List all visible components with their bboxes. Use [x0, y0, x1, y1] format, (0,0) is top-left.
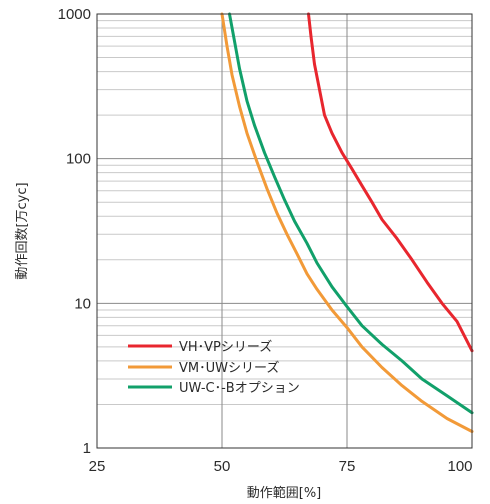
y-tick-label: 1000 [58, 6, 91, 23]
x-axis-label: 動作範囲[%] [247, 486, 322, 501]
x-tick-labels: 25 50 75 100 [89, 458, 473, 475]
y-tick-label: 1 [83, 440, 91, 457]
legend-label: VH･VPシリーズ [179, 339, 272, 355]
x-tick-label: 75 [339, 458, 356, 475]
x-tick-label: 100 [447, 458, 472, 475]
y-tick-label: 10 [74, 295, 91, 312]
x-tick-label: 50 [214, 458, 231, 475]
y-tick-labels: 1 10 100 1000 [58, 6, 91, 457]
legend-label: UW-C･-Bオプション [179, 381, 300, 396]
x-tick-label: 25 [89, 458, 106, 475]
y-axis-label: 動作回数[万cyc] [15, 182, 30, 279]
series-line [307, 12, 474, 353]
legend-label: VM･UWシリーズ [179, 360, 279, 376]
series-layer [220, 12, 474, 433]
plot-border [96, 13, 473, 449]
series-line [228, 12, 474, 415]
grid [97, 14, 472, 448]
y-tick-label: 100 [66, 151, 91, 168]
legend: VH･VPシリーズ VM･UWシリーズ UW-C･-Bオプション [128, 339, 300, 396]
series-line [220, 12, 474, 433]
